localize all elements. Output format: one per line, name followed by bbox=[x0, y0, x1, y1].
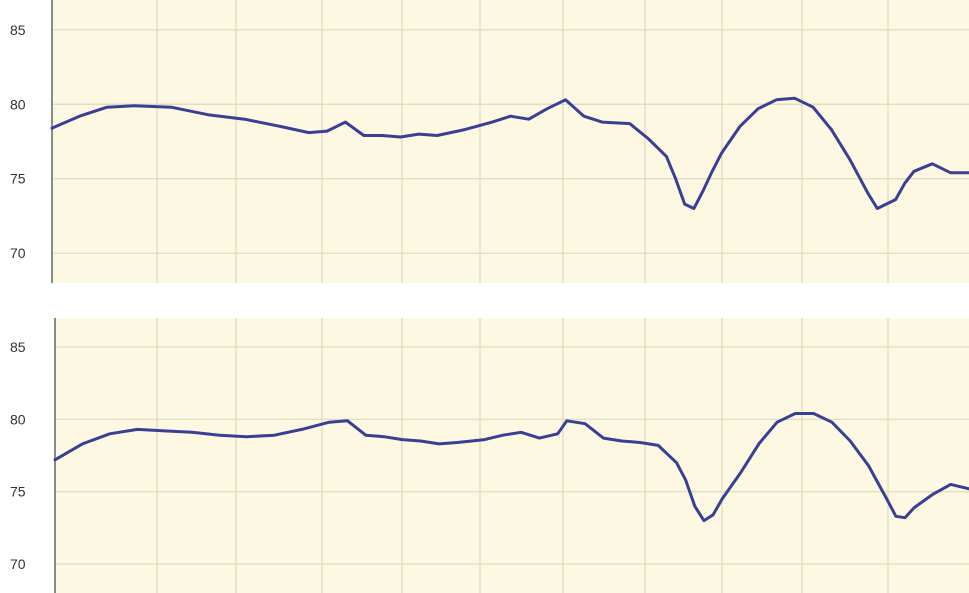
y-tick-label: 80 bbox=[10, 96, 26, 112]
y-tick-label: 80 bbox=[10, 411, 26, 427]
line-chart-top: 70 75 80 85 bbox=[10, 0, 969, 283]
y-tick-label: 85 bbox=[10, 22, 26, 38]
y-tick-label: 70 bbox=[10, 245, 26, 261]
plot-area bbox=[52, 0, 969, 283]
y-tick-label: 85 bbox=[10, 339, 26, 355]
plot-area bbox=[55, 318, 969, 593]
y-tick-label: 70 bbox=[10, 556, 26, 572]
series-line bbox=[53, 412, 969, 523]
chart-panel-bottom: 70 75 80 85 bbox=[0, 318, 969, 593]
y-tick-label: 75 bbox=[10, 171, 26, 187]
series-line bbox=[50, 96, 969, 210]
line-chart-bottom: 70 75 80 85 bbox=[10, 318, 969, 593]
y-tick-label: 75 bbox=[10, 484, 26, 500]
chart-panel-top: 70 75 80 85 bbox=[0, 0, 969, 283]
